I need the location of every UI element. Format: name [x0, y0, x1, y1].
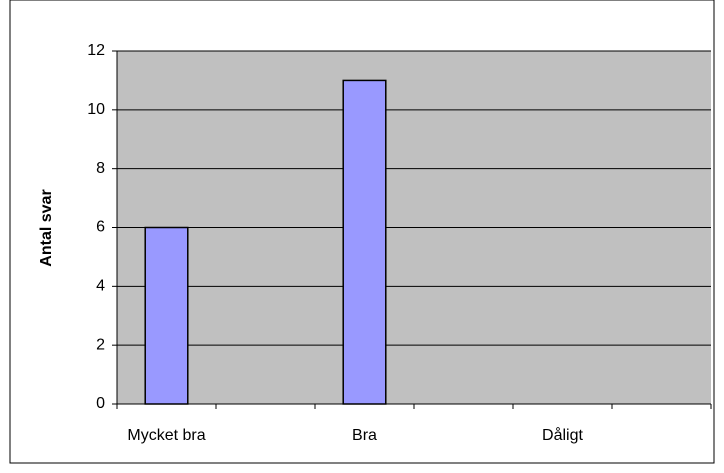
bar: [342, 79, 387, 405]
y-tick-label: 0: [96, 395, 105, 412]
x-tick-label: Bra: [352, 427, 377, 444]
y-axis-label: Antal svar: [38, 189, 55, 266]
x-tick-label: Dåligt: [542, 426, 583, 444]
y-tick-label: 12: [87, 42, 105, 59]
bar: [144, 226, 189, 405]
y-tick-label: 2: [96, 336, 105, 353]
y-tick-label: 8: [96, 160, 105, 177]
y-tick-label: 6: [96, 219, 105, 236]
y-tick-label: 10: [87, 101, 105, 118]
x-tick-label: Mycket bra: [127, 427, 205, 444]
y-tick-label: 4: [96, 278, 105, 295]
